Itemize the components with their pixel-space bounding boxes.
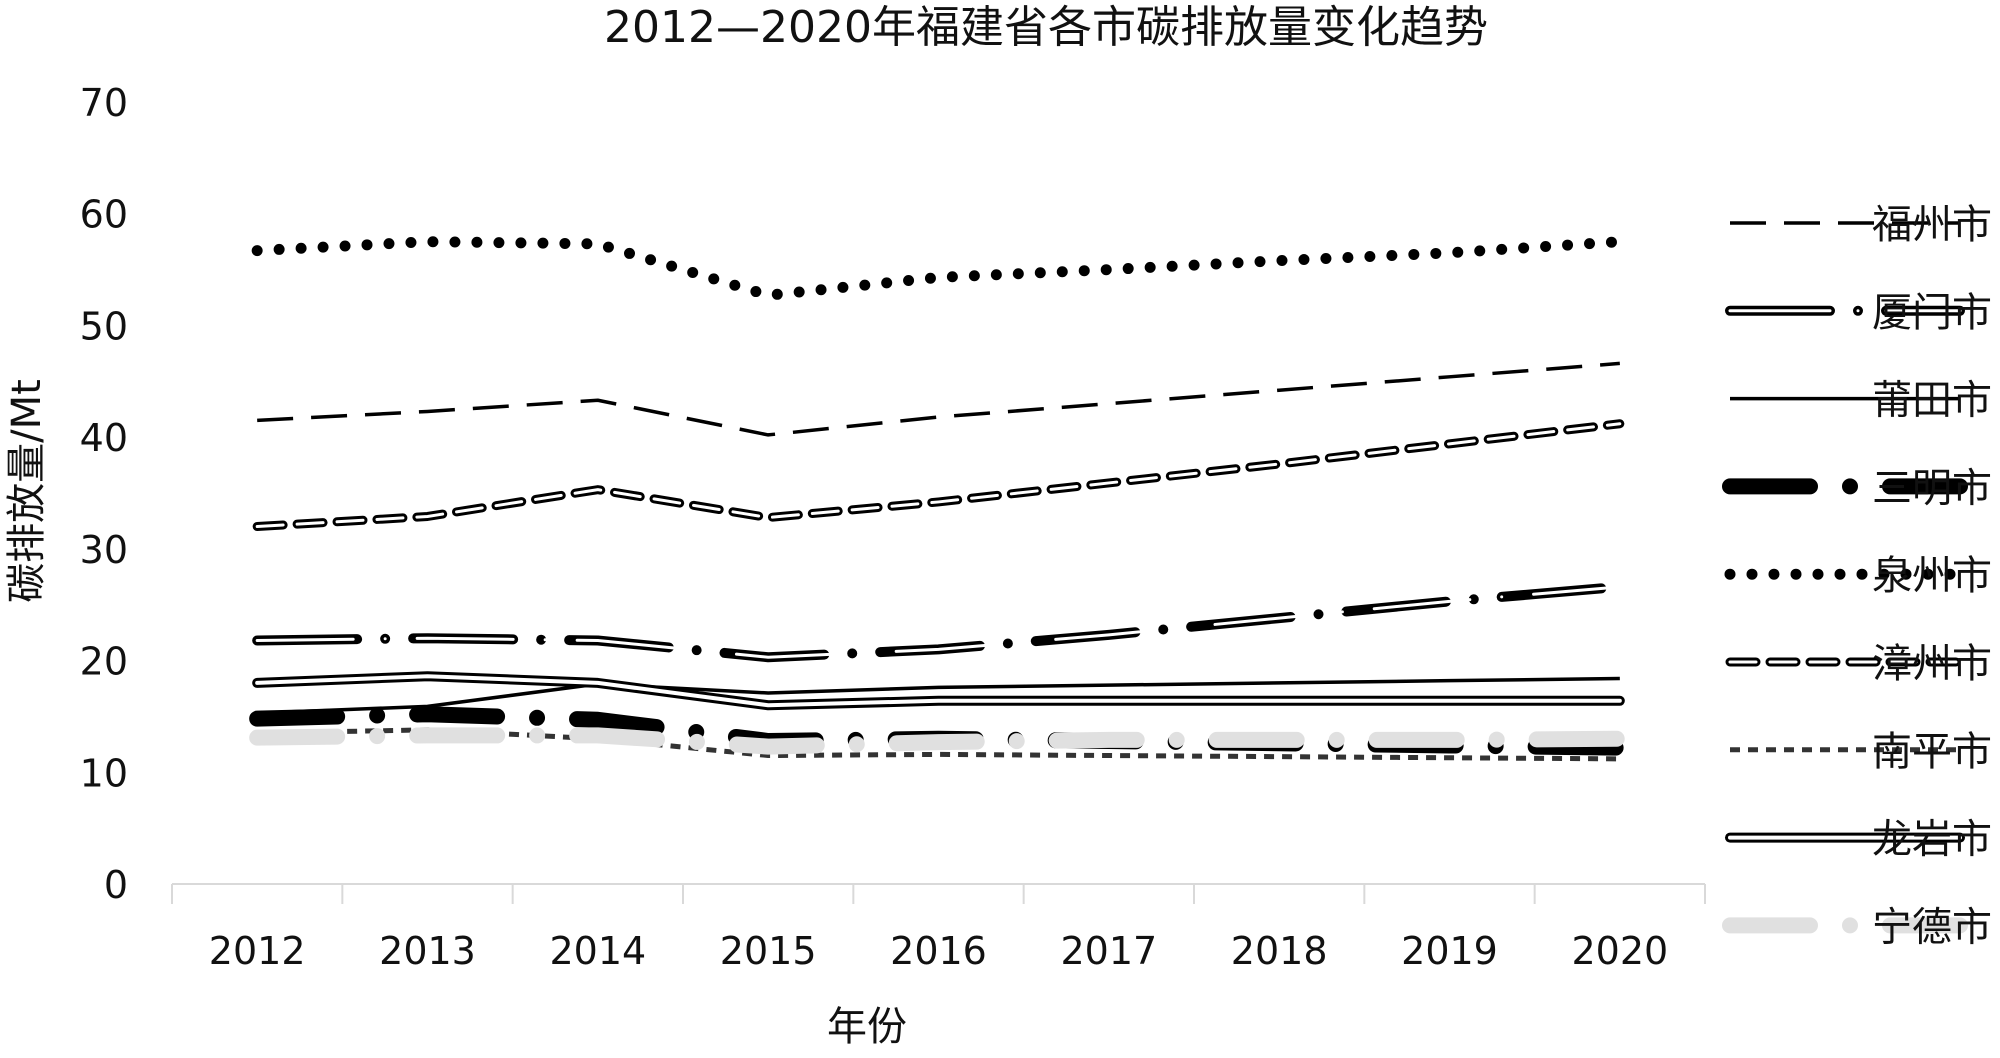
legend-item: 宁德市 (1722, 904, 1992, 950)
data-point (1449, 252, 1450, 253)
legend-item: 南平市 (1730, 729, 1992, 775)
data-point (1619, 241, 1620, 242)
y-tick-label: 0 (104, 863, 128, 907)
x-tick-label: 2020 (1571, 929, 1668, 973)
y-tick-label: 10 (80, 751, 128, 795)
series-line-5 (251, 236, 1626, 301)
series-line-2 (252, 581, 1625, 663)
y-tick-label: 60 (80, 193, 128, 237)
legend-item: 三明市 (1722, 465, 1992, 511)
data-point (1279, 756, 1280, 757)
x-tick-label: 2013 (379, 929, 476, 973)
y-tick-label: 40 (80, 416, 128, 460)
x-tick-label: 2015 (720, 929, 817, 973)
legend-item: 漳州市 (1725, 641, 1992, 687)
y-tick-label: 30 (80, 528, 128, 572)
series-line-9 (249, 727, 1628, 755)
legend-label: 龙岩市 (1872, 817, 1992, 863)
y-axis-title: 碳排放量/Mt (4, 379, 50, 603)
y-tick-label: 20 (80, 640, 128, 684)
data-point (1108, 403, 1109, 404)
legend-label: 漳州市 (1872, 641, 1992, 687)
series-line-8 (252, 671, 1625, 711)
legend-item: 厦门市 (1725, 290, 1992, 336)
x-tick-label: 2012 (209, 929, 306, 973)
series-line-1 (257, 361, 1620, 437)
legend-item: 泉州市 (1724, 553, 1992, 599)
series-line-7 (257, 727, 1620, 762)
legend-label: 三明市 (1872, 465, 1992, 511)
data-point (938, 417, 939, 418)
data-point (938, 277, 939, 278)
x-tick-label: 2017 (1060, 929, 1157, 973)
series-line-3 (257, 676, 1620, 715)
y-tick-label: 50 (80, 304, 128, 348)
data-point (597, 243, 598, 244)
y-tick-label: 70 (80, 81, 128, 125)
data-point (768, 295, 769, 296)
series-line-6 (252, 419, 1625, 532)
legend-label: 南平市 (1872, 729, 1992, 775)
legend-item: 龙岩市 (1725, 817, 1992, 863)
legend-label: 福州市 (1872, 202, 1992, 248)
legend-item: 莆田市 (1730, 378, 1992, 424)
legend-item: 福州市 (1730, 202, 1992, 248)
x-axis-title: 年份 (827, 1004, 907, 1050)
legend-label: 泉州市 (1872, 553, 1992, 599)
x-tick-label: 2014 (549, 929, 646, 973)
chart-title: 2012—2020年福建省各市碳排放量变化趋势 (604, 2, 1488, 53)
legend-label: 莆田市 (1872, 378, 1992, 424)
legend-label: 宁德市 (1872, 904, 1992, 950)
x-tick-label: 2019 (1401, 929, 1498, 973)
x-tick-label: 2016 (890, 929, 987, 973)
data-point (1619, 758, 1620, 759)
legend-label: 厦门市 (1872, 290, 1992, 336)
data-point (938, 754, 939, 755)
x-tick-label: 2018 (1231, 929, 1328, 973)
